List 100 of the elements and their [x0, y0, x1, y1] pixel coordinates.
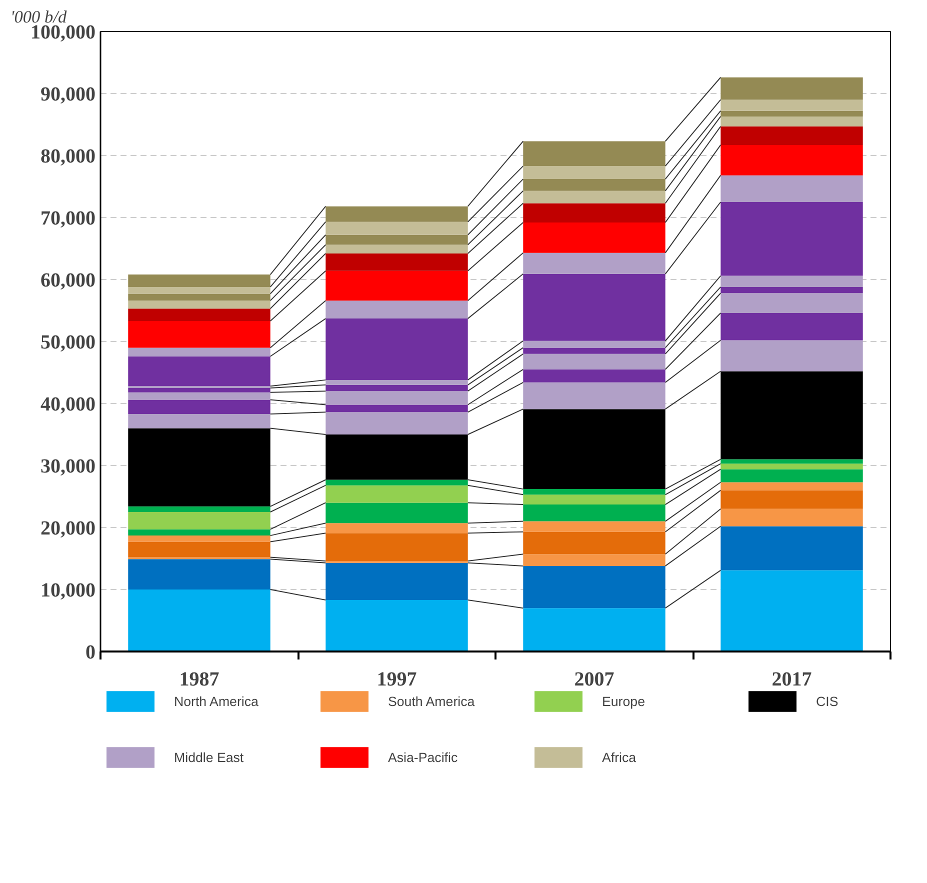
bar — [326, 270, 468, 301]
bar — [720, 100, 863, 111]
bar — [128, 512, 270, 530]
bar — [720, 508, 863, 526]
bar — [326, 412, 468, 434]
x-tick-label: 2007 — [574, 668, 614, 690]
bar — [720, 202, 863, 276]
bar — [128, 348, 270, 356]
bar — [523, 554, 666, 566]
y-tick-label: 40,000 — [40, 394, 96, 416]
bar — [128, 559, 270, 590]
bar — [523, 382, 666, 410]
bar — [523, 348, 666, 354]
bar — [326, 533, 468, 561]
legend-label: Middle East — [174, 750, 245, 764]
bar — [326, 434, 468, 480]
bar — [720, 526, 863, 570]
y-tick-label: 80,000 — [40, 146, 96, 168]
legend-label: Europe — [602, 694, 646, 708]
bar — [128, 308, 270, 322]
bar — [128, 388, 270, 392]
bar — [523, 166, 666, 180]
bar — [720, 340, 863, 372]
y-tick-label: 50,000 — [40, 332, 96, 354]
bar — [523, 369, 666, 382]
bar — [326, 380, 468, 385]
bar — [326, 206, 468, 222]
bar — [128, 392, 270, 400]
bar — [128, 529, 270, 536]
bar — [326, 222, 468, 235]
x-tick-label: 2017 — [772, 668, 812, 690]
y-tick-label: 20,000 — [40, 518, 96, 540]
bar — [720, 570, 863, 652]
y-tick-label: 30,000 — [40, 456, 96, 478]
legend-label: North America — [174, 694, 260, 708]
bar — [523, 203, 666, 222]
bar — [523, 409, 666, 490]
y-tick-label: 70,000 — [40, 208, 96, 230]
bar — [720, 312, 863, 340]
bar — [326, 480, 468, 486]
bar — [128, 542, 270, 558]
bar — [128, 294, 270, 301]
bar — [326, 391, 468, 405]
legend-label: South America — [388, 694, 476, 708]
y-tick-label: 60,000 — [40, 270, 96, 292]
bar — [720, 175, 863, 202]
bar — [720, 77, 863, 100]
bar — [720, 371, 863, 460]
bar — [128, 506, 270, 512]
bar — [720, 459, 863, 464]
bar — [523, 504, 666, 522]
bar — [326, 523, 468, 534]
bar — [523, 521, 666, 532]
y-tick-label: 10,000 — [40, 580, 96, 602]
bar — [523, 141, 666, 166]
bar — [720, 126, 863, 145]
bar — [523, 340, 666, 348]
bar — [720, 110, 863, 116]
bar — [523, 222, 666, 253]
bar — [128, 286, 270, 294]
bar — [720, 482, 863, 490]
bar — [128, 300, 270, 309]
bar — [523, 494, 666, 505]
legend-label: Africa — [602, 750, 638, 764]
bar — [326, 253, 468, 271]
bar — [326, 485, 468, 503]
bar — [326, 234, 468, 245]
bar — [128, 321, 270, 348]
bar — [128, 356, 270, 386]
bar — [523, 190, 666, 204]
bar — [720, 116, 863, 126]
bar — [326, 384, 468, 392]
bar — [720, 293, 863, 313]
y-tick-label: 0 — [86, 642, 96, 664]
bar — [523, 252, 666, 274]
bar — [523, 608, 666, 652]
legend-label: Asia-Pacific — [388, 750, 459, 764]
bar — [128, 428, 270, 506]
bar — [523, 489, 666, 495]
bar — [128, 590, 270, 652]
bar — [326, 300, 468, 319]
bar — [326, 244, 468, 254]
bar — [326, 404, 468, 412]
bar — [326, 318, 468, 380]
bar — [326, 562, 468, 600]
bar — [326, 502, 468, 524]
bar — [720, 276, 863, 287]
bar — [523, 354, 666, 370]
y-tick-label: 90,000 — [40, 84, 96, 106]
legend-label: CIS — [816, 694, 840, 708]
bar — [523, 532, 666, 554]
bar — [128, 400, 270, 414]
bar — [523, 274, 666, 341]
bar — [720, 464, 863, 470]
x-tick-label: 1987 — [179, 668, 220, 690]
bar — [720, 286, 863, 294]
bar — [128, 274, 270, 287]
bar — [523, 566, 666, 608]
bar — [128, 536, 270, 542]
bar — [326, 600, 468, 652]
